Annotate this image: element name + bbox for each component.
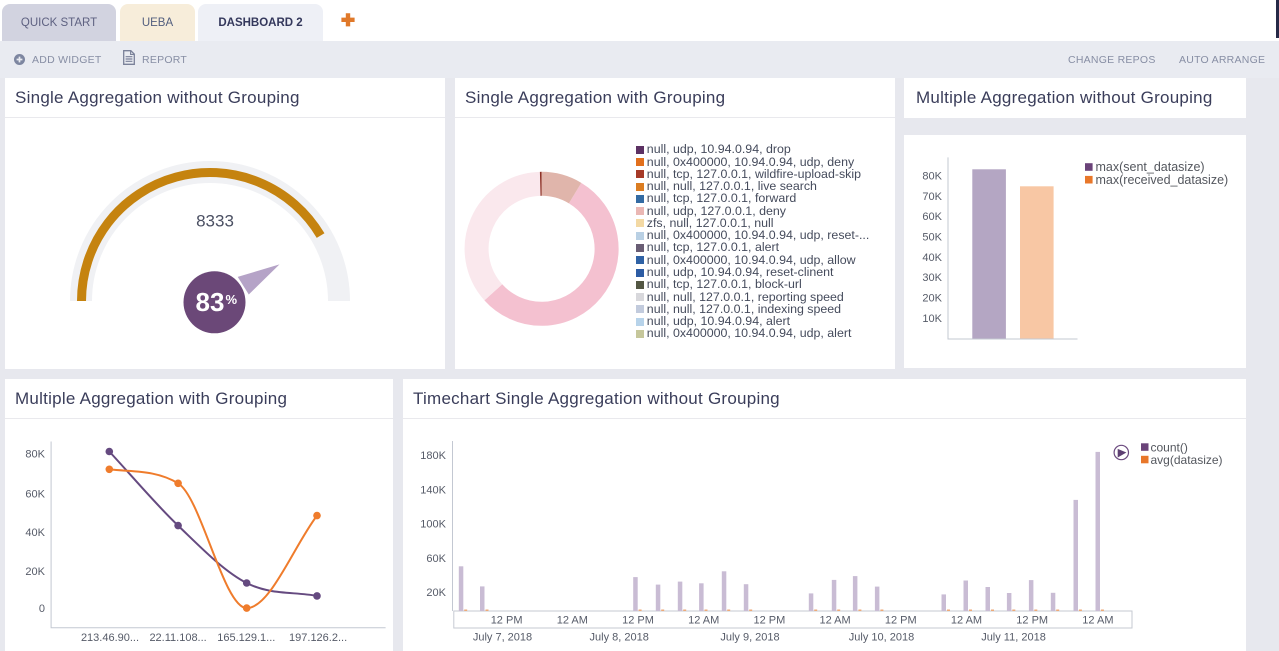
svg-text:50K: 50K [922, 232, 942, 244]
svg-text:12 AM: 12 AM [951, 615, 982, 627]
svg-text:60K: 60K [25, 488, 45, 500]
svg-text:July 11, 2018: July 11, 2018 [981, 632, 1046, 644]
svg-text:0: 0 [39, 603, 45, 615]
svg-text:12 PM: 12 PM [754, 615, 786, 627]
svg-text:%: % [226, 292, 238, 307]
svg-text:12 PM: 12 PM [622, 615, 654, 627]
svg-text:July 8, 2018: July 8, 2018 [590, 632, 649, 644]
svg-text:max(sent_datasize): max(sent_datasize) [1096, 160, 1205, 174]
svg-text:20K: 20K [25, 566, 45, 578]
svg-text:140K: 140K [420, 484, 446, 496]
svg-text:12 AM: 12 AM [820, 615, 851, 627]
svg-text:10K: 10K [922, 313, 942, 325]
svg-text:80K: 80K [25, 449, 45, 461]
svg-text:30K: 30K [922, 272, 942, 284]
svg-text:12 AM: 12 AM [688, 615, 719, 627]
svg-text:July 9, 2018: July 9, 2018 [720, 632, 779, 644]
svg-text:60K: 60K [426, 553, 446, 565]
svg-text:avg(datasize): avg(datasize) [1151, 453, 1223, 467]
svg-text:40K: 40K [25, 527, 45, 539]
svg-text:20K: 20K [426, 587, 446, 599]
svg-text:22.11.108...: 22.11.108... [149, 632, 206, 644]
svg-text:July 7, 2018: July 7, 2018 [473, 632, 532, 644]
svg-text:165.129.1...: 165.129.1... [217, 632, 275, 644]
svg-text:20K: 20K [922, 293, 942, 305]
svg-text:60K: 60K [922, 211, 942, 223]
svg-text:70K: 70K [922, 191, 942, 203]
svg-text:count(): count() [1151, 440, 1188, 454]
svg-text:100K: 100K [420, 519, 446, 531]
svg-text:12 PM: 12 PM [885, 615, 917, 627]
svg-text:180K: 180K [420, 450, 446, 462]
svg-text:40K: 40K [922, 252, 942, 264]
svg-text:12 AM: 12 AM [557, 615, 588, 627]
svg-text:213.46.90...: 213.46.90... [81, 632, 139, 644]
svg-text:83: 83 [196, 287, 225, 317]
svg-text:12 AM: 12 AM [1082, 615, 1113, 627]
svg-text:12 PM: 12 PM [491, 615, 523, 627]
svg-text:197.126.2...: 197.126.2... [289, 632, 347, 644]
svg-text:max(received_datasize): max(received_datasize) [1096, 173, 1229, 187]
svg-text:12 PM: 12 PM [1016, 615, 1048, 627]
svg-text:80K: 80K [922, 170, 942, 182]
svg-text:July 10, 2018: July 10, 2018 [849, 632, 914, 644]
svg-text:8333: 8333 [196, 212, 234, 231]
